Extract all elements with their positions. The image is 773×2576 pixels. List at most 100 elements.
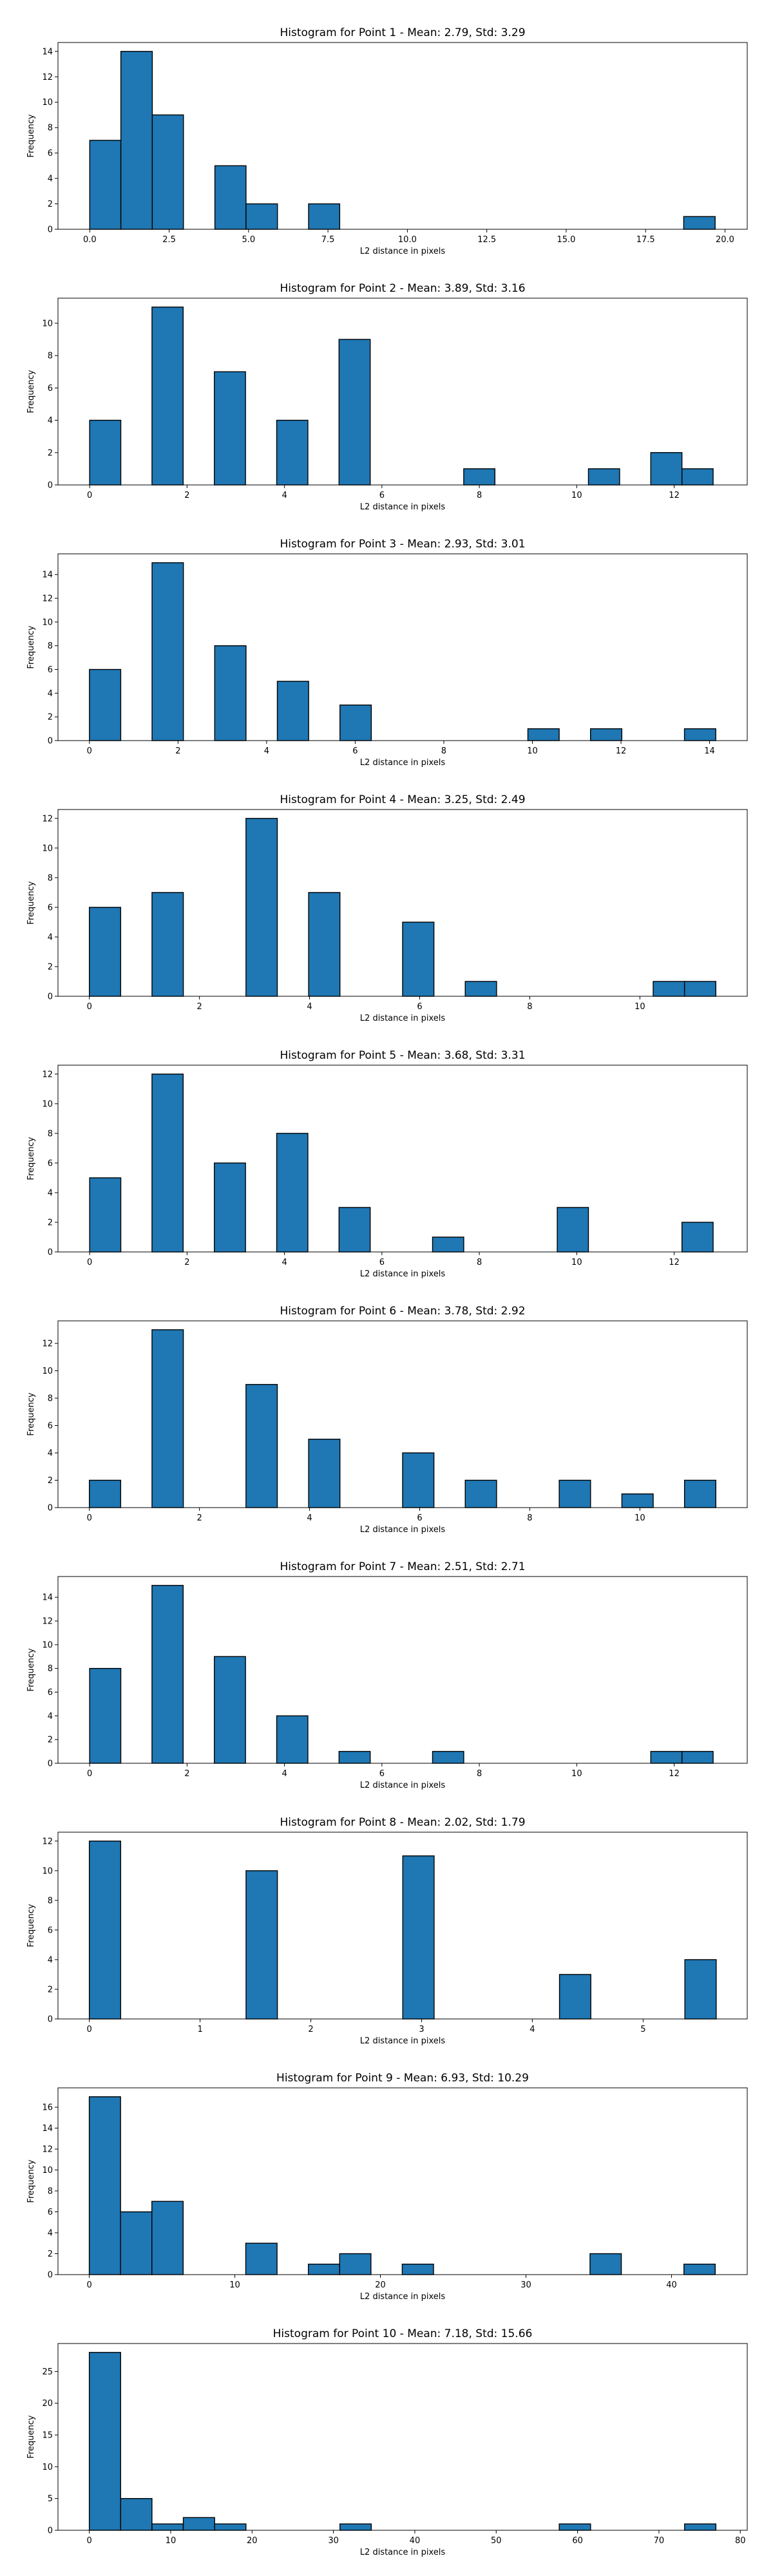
x-tick-label: 60 <box>572 2536 583 2546</box>
x-tick-label: 20 <box>375 2280 386 2290</box>
chart-panel-5: Histogram for Point 5 - Mean: 3.68, Std:… <box>26 1049 748 1279</box>
chart-panel-7: Histogram for Point 7 - Mean: 2.51, Std:… <box>26 1560 748 1790</box>
y-axis-label: Frequency <box>26 1137 36 1180</box>
histogram-bar <box>120 2497 153 2531</box>
histogram-bar <box>402 922 435 997</box>
x-tick-label: 2 <box>196 1002 202 1012</box>
x-tick-label: 0 <box>86 2280 91 2290</box>
histogram-bar <box>245 1870 278 2020</box>
x-tick-label: 5.0 <box>242 235 256 245</box>
y-axis-label: Frequency <box>26 881 36 924</box>
y-tick-label: 10 <box>42 618 53 627</box>
histogram-bar <box>276 1133 309 1253</box>
x-tick-label: 17.5 <box>636 235 655 245</box>
y-tick-label: 2 <box>48 200 53 209</box>
y-tick-label: 4 <box>48 2229 53 2239</box>
y-tick-label: 12 <box>42 814 53 824</box>
plot-frame <box>57 1576 748 1764</box>
x-tick-label: 10 <box>527 746 538 756</box>
y-axis-label: Frequency <box>26 1648 36 1691</box>
plot-frame <box>57 42 748 230</box>
chart-panel-10: Histogram for Point 10 - Mean: 7.18, Std… <box>26 2327 748 2557</box>
histogram-bar <box>589 2253 622 2275</box>
x-axis-label: L2 distance in pixels <box>360 758 446 768</box>
histogram-bar <box>681 1222 714 1253</box>
y-tick-label: 20 <box>42 2399 53 2409</box>
histogram-bar <box>339 2523 372 2531</box>
histogram-bar <box>308 892 341 997</box>
x-tick-label: 30 <box>520 2280 531 2290</box>
x-tick-label: 12 <box>669 1769 680 1779</box>
x-tick-label: 12 <box>616 746 627 756</box>
y-tick-label: 2 <box>48 1985 53 1994</box>
y-tick-label: 14 <box>42 47 53 57</box>
x-tick-label: 0 <box>87 491 92 500</box>
x-tick-label: 4 <box>307 1002 312 1012</box>
x-tick-label: 12.5 <box>477 235 496 245</box>
chart-title: Histogram for Point 10 - Mean: 7.18, Std… <box>273 2327 533 2340</box>
chart-title: Histogram for Point 2 - Mean: 3.89, Std:… <box>280 282 525 295</box>
x-tick-label: 4 <box>282 1258 287 1267</box>
x-axis-label: L2 distance in pixels <box>360 1014 446 1023</box>
histogram-bar <box>151 2523 184 2531</box>
histogram-bar <box>684 1959 717 2020</box>
histogram-bar <box>151 562 184 741</box>
y-tick-label: 2 <box>48 448 53 458</box>
y-tick-label: 4 <box>48 689 53 699</box>
y-tick-label: 15 <box>42 2431 53 2441</box>
chart-panel-4: Histogram for Point 4 - Mean: 3.25, Std:… <box>26 793 748 1023</box>
y-tick-label: 6 <box>48 903 53 913</box>
y-tick-label: 2 <box>48 1736 53 1745</box>
histogram-bar <box>681 468 714 486</box>
y-tick-label: 0 <box>48 225 53 235</box>
histogram-bar <box>89 668 122 741</box>
x-tick-label: 2 <box>184 1769 189 1779</box>
histogram-bar <box>683 1479 716 1508</box>
y-tick-label: 0 <box>48 992 53 1002</box>
x-tick-label: 7.5 <box>321 235 335 245</box>
x-axis-label: L2 distance in pixels <box>360 1525 446 1535</box>
y-tick-label: 6 <box>48 1926 53 1935</box>
chart-title: Histogram for Point 3 - Mean: 2.93, Std:… <box>280 538 525 551</box>
histogram-bar <box>245 1384 278 1508</box>
y-tick-label: 0 <box>48 737 53 746</box>
histogram-bar <box>276 419 309 486</box>
histogram-bar <box>432 1750 464 1764</box>
x-tick-label: 8 <box>527 1002 532 1012</box>
histogram-bar <box>214 1656 246 1764</box>
histogram-bar <box>557 1207 589 1253</box>
x-tick-label: 4 <box>530 2025 535 2034</box>
y-tick-label: 6 <box>48 1688 53 1698</box>
chart-title: Histogram for Point 7 - Mean: 2.51, Std:… <box>280 1560 525 1573</box>
y-axis-label: Frequency <box>26 2415 36 2458</box>
histogram-bar <box>151 1074 184 1253</box>
y-tick-label: 10 <box>42 319 53 328</box>
plot-frame <box>57 298 748 486</box>
y-tick-label: 5 <box>48 2494 53 2504</box>
histogram-bar <box>683 216 716 230</box>
histogram-bar <box>182 2517 215 2531</box>
x-tick-label: 40 <box>666 2280 677 2290</box>
plot-frame <box>57 2343 748 2531</box>
x-tick-label: 2.5 <box>162 235 176 245</box>
histogram-bar <box>558 1479 591 1508</box>
y-tick-label: 8 <box>48 873 53 883</box>
histogram-bar <box>621 1493 654 1508</box>
x-tick-label: 0 <box>87 1002 92 1012</box>
y-tick-label: 4 <box>48 1712 53 1721</box>
y-tick-label: 12 <box>42 594 53 604</box>
chart-panel-2: Histogram for Point 2 - Mean: 3.89, Std:… <box>26 282 748 512</box>
y-tick-label: 8 <box>48 352 53 361</box>
x-tick-label: 0 <box>87 746 92 756</box>
y-tick-label: 0 <box>48 1759 53 1769</box>
x-tick-label: 4 <box>264 746 269 756</box>
histogram-bar <box>684 2523 717 2531</box>
y-tick-label: 0 <box>48 2271 53 2280</box>
y-tick-label: 10 <box>42 2463 53 2472</box>
histogram-bar <box>402 1452 435 1508</box>
chart-title: Histogram for Point 6 - Mean: 3.78, Std:… <box>280 1305 525 1318</box>
histogram-bar <box>650 452 683 486</box>
x-tick-label: 4 <box>307 1513 312 1523</box>
histogram-bar <box>276 681 309 741</box>
y-tick-label: 10 <box>42 2166 53 2175</box>
